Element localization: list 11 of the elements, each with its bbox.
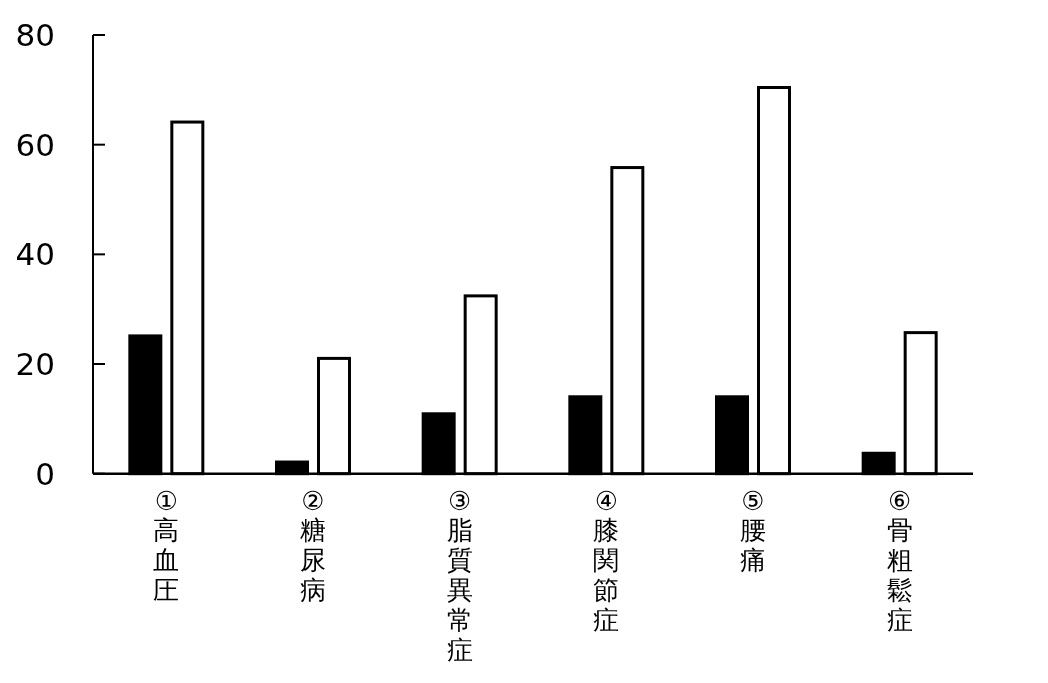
y-tick-label: 60 <box>15 126 55 163</box>
y-tick-label: 80 <box>15 17 55 53</box>
x-tick-label: ⑤腰痛 <box>740 486 766 575</box>
x-tick-label: ⑥骨粗鬆症 <box>886 486 913 635</box>
y-tick-label: 20 <box>15 346 55 383</box>
x-tick-label: ①高血圧 <box>153 486 180 605</box>
y-tick-label: 0 <box>35 455 55 492</box>
x-tick-label: ②糖尿病 <box>300 486 326 605</box>
x-tick-label: ④膝関節症 <box>593 486 620 635</box>
x-tick-label: ③脂質異常症 <box>446 486 473 665</box>
y-tick-label: 40 <box>15 236 55 273</box>
